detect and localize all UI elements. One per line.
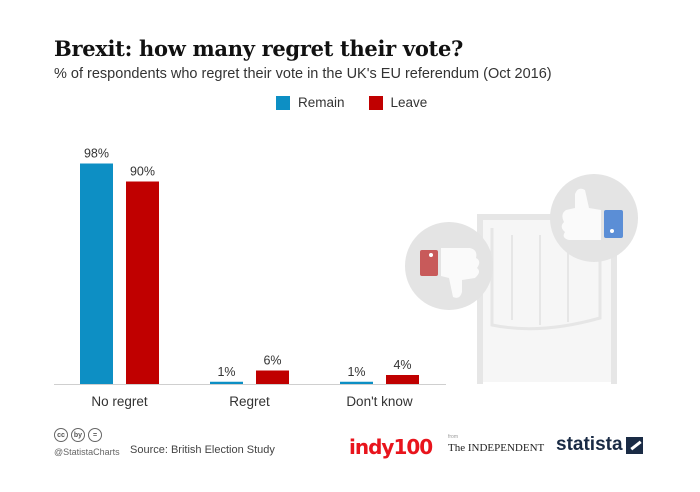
bar-leave-don-t-know bbox=[386, 375, 419, 384]
bar-remain-don-t-know bbox=[340, 381, 373, 384]
bars-group: 98% 90% No regret 1% 6% Regret 1% 4% Don't know bbox=[80, 147, 419, 409]
category-label-don-t-know: Don't know bbox=[346, 394, 413, 409]
legend-swatch-leave bbox=[368, 95, 383, 110]
statista-logo-text: statista bbox=[556, 434, 623, 455]
chart-legend: Remain Leave bbox=[276, 95, 427, 110]
legend-item-remain: Remain bbox=[276, 95, 345, 110]
cc-icon: cc bbox=[54, 428, 68, 442]
indy100-logo: indy100 bbox=[349, 435, 433, 459]
data-label-leave-regret: 6% bbox=[263, 354, 281, 368]
independent-logo-text: The INDEPENDENT bbox=[448, 442, 545, 454]
attribution-icon: by bbox=[71, 428, 85, 442]
data-label-remain-regret: 1% bbox=[217, 365, 235, 379]
independent-logo: from The INDEPENDENT bbox=[448, 434, 544, 454]
chart-canvas: 98% 90% No regret 1% 6% Regret 1% 4% Don't know bbox=[54, 147, 638, 409]
statista-handle: @StatistaCharts bbox=[54, 447, 120, 457]
legend-swatch-remain bbox=[276, 95, 290, 110]
statista-mark-icon bbox=[625, 436, 643, 454]
data-label-leave-no-regret: 90% bbox=[130, 165, 155, 179]
legend-label-remain: Remain bbox=[298, 95, 345, 110]
footer: cc by = @StatistaCharts Source: British … bbox=[0, 420, 700, 492]
bar-remain-regret bbox=[210, 381, 243, 384]
independent-logo-from: from bbox=[448, 434, 458, 440]
category-label-no-regret: No regret bbox=[91, 394, 148, 409]
bar-leave-no-regret bbox=[126, 181, 159, 384]
bar-leave-regret bbox=[256, 370, 289, 384]
thumbs-down-icon bbox=[405, 222, 493, 310]
no-derivatives-icon: = bbox=[88, 428, 102, 442]
legend-item-leave: Leave bbox=[368, 95, 428, 110]
license-icons: cc by = bbox=[54, 428, 102, 442]
chart-subtitle: % of respondents who regret their vote i… bbox=[54, 66, 552, 82]
data-label-remain-don-t-know: 1% bbox=[347, 365, 365, 379]
statista-logo: statista bbox=[556, 434, 643, 456]
chart-title: Brexit: how many regret their vote? bbox=[54, 36, 464, 61]
data-label-remain-no-regret: 98% bbox=[84, 147, 109, 161]
category-label-regret: Regret bbox=[229, 394, 270, 409]
legend-label-leave: Leave bbox=[390, 95, 428, 110]
data-label-leave-don-t-know: 4% bbox=[393, 358, 411, 372]
bar-remain-no-regret bbox=[80, 163, 113, 384]
source-note: Source: British Election Study bbox=[130, 444, 275, 456]
thumbs-up-icon bbox=[550, 174, 638, 262]
